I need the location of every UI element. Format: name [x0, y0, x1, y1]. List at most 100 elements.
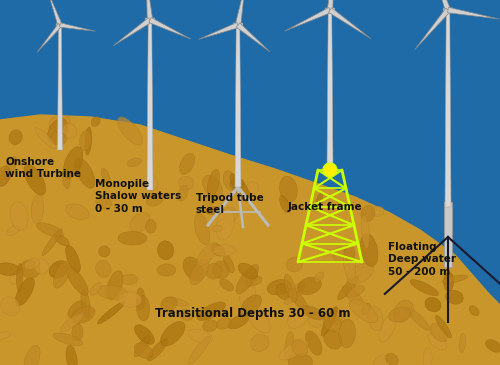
Ellipse shape	[188, 329, 212, 343]
Ellipse shape	[194, 214, 210, 245]
Ellipse shape	[360, 234, 378, 266]
Ellipse shape	[51, 132, 66, 145]
Ellipse shape	[85, 127, 91, 155]
Ellipse shape	[280, 176, 297, 203]
Ellipse shape	[446, 290, 464, 304]
Ellipse shape	[0, 166, 10, 187]
Ellipse shape	[161, 297, 177, 311]
Ellipse shape	[10, 202, 28, 230]
Ellipse shape	[342, 286, 363, 306]
Ellipse shape	[206, 264, 222, 279]
Circle shape	[327, 7, 333, 13]
Ellipse shape	[10, 272, 20, 284]
Ellipse shape	[24, 345, 40, 365]
Ellipse shape	[444, 272, 454, 291]
Ellipse shape	[35, 128, 56, 149]
Ellipse shape	[288, 288, 308, 310]
Text: Jacket frame: Jacket frame	[288, 202, 362, 212]
Ellipse shape	[247, 182, 258, 194]
Ellipse shape	[240, 286, 256, 306]
Ellipse shape	[118, 231, 147, 245]
Ellipse shape	[280, 196, 290, 213]
Ellipse shape	[214, 245, 236, 256]
Ellipse shape	[486, 339, 500, 352]
Text: Tripod tube
steel: Tripod tube steel	[196, 193, 264, 215]
Ellipse shape	[338, 276, 358, 300]
Polygon shape	[236, 0, 246, 26]
Ellipse shape	[406, 307, 430, 330]
Circle shape	[147, 17, 153, 23]
Ellipse shape	[236, 264, 258, 294]
Ellipse shape	[42, 229, 62, 256]
Ellipse shape	[98, 302, 124, 324]
Ellipse shape	[80, 131, 91, 151]
Ellipse shape	[178, 177, 194, 190]
Ellipse shape	[62, 168, 70, 189]
Ellipse shape	[72, 324, 83, 341]
Ellipse shape	[228, 314, 249, 329]
Ellipse shape	[279, 340, 308, 360]
Ellipse shape	[61, 313, 84, 332]
Ellipse shape	[372, 206, 384, 216]
Polygon shape	[113, 18, 152, 46]
Ellipse shape	[306, 331, 322, 355]
Ellipse shape	[134, 325, 154, 344]
Ellipse shape	[430, 323, 448, 342]
Polygon shape	[328, 8, 371, 39]
Ellipse shape	[54, 261, 70, 288]
Polygon shape	[430, 0, 450, 11]
Ellipse shape	[134, 335, 150, 357]
FancyBboxPatch shape	[325, 8, 335, 12]
Ellipse shape	[285, 332, 294, 360]
Ellipse shape	[339, 319, 355, 348]
Ellipse shape	[230, 178, 244, 190]
Ellipse shape	[197, 302, 226, 320]
Ellipse shape	[16, 264, 22, 291]
Ellipse shape	[72, 307, 95, 323]
Ellipse shape	[212, 225, 222, 232]
Ellipse shape	[66, 204, 89, 220]
Ellipse shape	[308, 313, 325, 327]
Ellipse shape	[302, 306, 324, 320]
Ellipse shape	[202, 175, 222, 199]
Ellipse shape	[9, 130, 22, 145]
Ellipse shape	[143, 175, 158, 191]
Ellipse shape	[118, 292, 142, 307]
Ellipse shape	[247, 306, 270, 333]
Ellipse shape	[178, 185, 188, 201]
Ellipse shape	[373, 355, 388, 365]
Ellipse shape	[240, 295, 262, 316]
Ellipse shape	[346, 285, 364, 297]
Ellipse shape	[130, 212, 150, 233]
FancyBboxPatch shape	[443, 8, 453, 12]
Ellipse shape	[298, 277, 322, 295]
Ellipse shape	[98, 246, 110, 257]
Ellipse shape	[122, 274, 138, 285]
Ellipse shape	[24, 258, 40, 269]
Ellipse shape	[238, 263, 258, 279]
Ellipse shape	[393, 300, 413, 322]
Polygon shape	[60, 23, 96, 31]
Polygon shape	[37, 24, 62, 53]
Ellipse shape	[53, 333, 82, 346]
Ellipse shape	[102, 168, 110, 184]
Ellipse shape	[211, 244, 225, 256]
Ellipse shape	[146, 193, 163, 206]
FancyBboxPatch shape	[233, 23, 243, 27]
Ellipse shape	[0, 157, 16, 186]
Ellipse shape	[0, 263, 20, 276]
Ellipse shape	[157, 264, 176, 276]
Ellipse shape	[379, 314, 396, 342]
Polygon shape	[146, 0, 152, 20]
Text: Monopile
Shalow waters
0 - 30 m: Monopile Shalow waters 0 - 30 m	[95, 179, 181, 214]
Ellipse shape	[202, 320, 218, 331]
Polygon shape	[198, 22, 239, 39]
Ellipse shape	[344, 249, 356, 280]
Ellipse shape	[224, 255, 234, 273]
Ellipse shape	[206, 207, 224, 215]
Ellipse shape	[136, 288, 144, 310]
Ellipse shape	[48, 119, 68, 143]
Ellipse shape	[368, 306, 383, 330]
Ellipse shape	[204, 196, 214, 206]
Ellipse shape	[349, 299, 378, 323]
